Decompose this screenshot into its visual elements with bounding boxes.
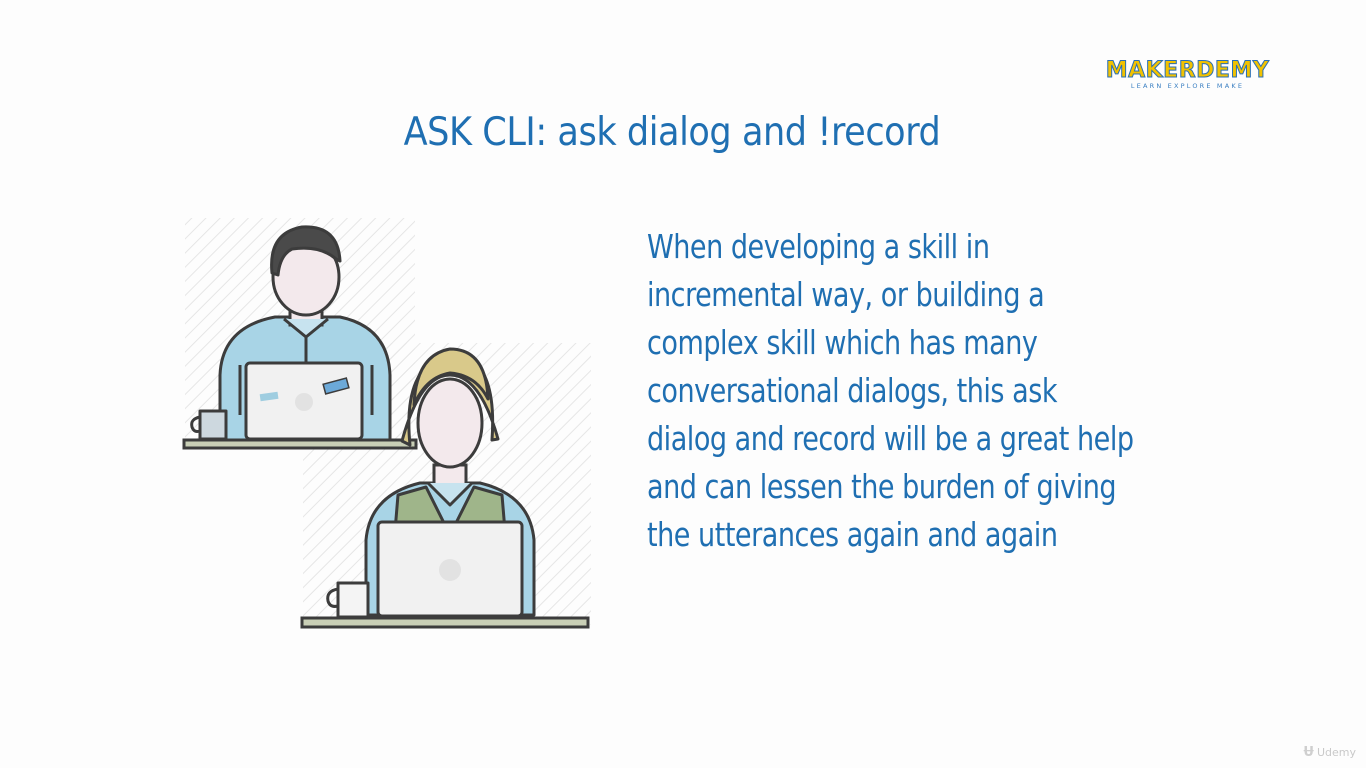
people-at-laptops-illustration — [182, 218, 591, 629]
desk-one — [182, 438, 418, 450]
watermark-text: Udemy — [1316, 746, 1356, 759]
logo-tagline: LEARN EXPLORE MAKE — [1130, 82, 1245, 90]
udemy-icon: Ʉ — [1303, 745, 1314, 760]
logo-wordmark: MAKERDEMY — [1105, 58, 1270, 84]
laptop-two — [376, 520, 524, 618]
makerdemy-logo: MAKERDEMY LEARN EXPLORE MAKE — [1090, 58, 1285, 96]
udemy-watermark: Ʉ Udemy — [1303, 745, 1356, 760]
laptop-one — [244, 361, 364, 441]
desk-two — [300, 616, 590, 629]
slide-title: ASK CLI: ask dialog and !record — [403, 110, 941, 155]
slide-body-text: When developing a skill in incremental w… — [647, 227, 1134, 554]
